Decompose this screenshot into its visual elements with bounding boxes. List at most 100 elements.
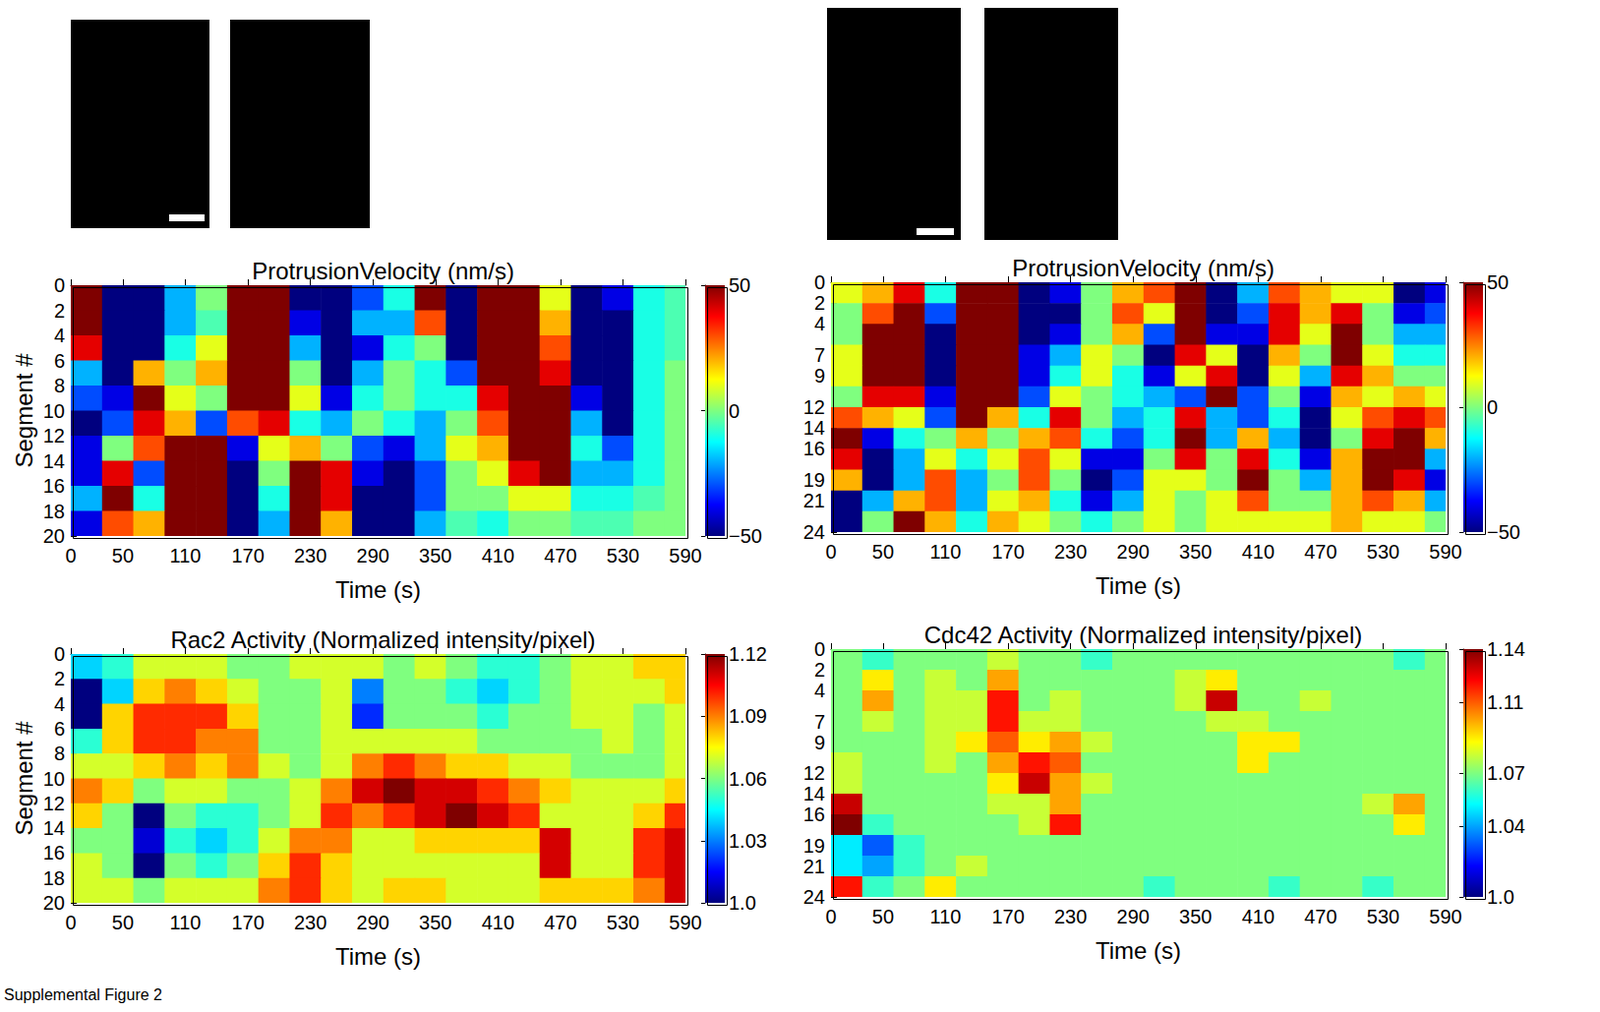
svg-text:590: 590: [668, 544, 702, 567]
svg-text:12: 12: [803, 396, 826, 418]
svg-text:14: 14: [43, 450, 65, 473]
svg-text:290: 290: [1117, 905, 1150, 928]
svg-text:21: 21: [803, 489, 826, 512]
svg-text:350: 350: [1179, 540, 1212, 563]
svg-text:Cdc42 Activity (Normalized int: Cdc42 Activity (Normalized intensity/pix…: [924, 621, 1363, 649]
svg-text:50: 50: [112, 544, 134, 567]
svg-text:ProtrusionVelocity (nm/s): ProtrusionVelocity (nm/s): [1011, 254, 1275, 282]
svg-text:170: 170: [231, 544, 264, 567]
svg-text:410: 410: [1242, 905, 1275, 928]
svg-text:19: 19: [803, 469, 826, 491]
svg-text:110: 110: [930, 905, 962, 928]
svg-text:0: 0: [64, 544, 76, 567]
svg-text:16: 16: [803, 437, 826, 460]
svg-text:Segment #: Segment #: [10, 720, 38, 836]
svg-text:0: 0: [825, 540, 836, 563]
svg-text:230: 230: [294, 544, 327, 567]
svg-text:2: 2: [54, 667, 65, 690]
svg-text:16: 16: [43, 841, 65, 864]
svg-text:290: 290: [1117, 540, 1150, 563]
svg-text:1.06: 1.06: [728, 768, 768, 790]
svg-text:1.07: 1.07: [1486, 762, 1526, 784]
svg-text:530: 530: [1366, 540, 1400, 563]
svg-text:170: 170: [231, 911, 264, 934]
svg-text:Time (s): Time (s): [1095, 937, 1182, 964]
svg-text:9: 9: [814, 731, 826, 754]
svg-text:1.0: 1.0: [1486, 886, 1515, 908]
svg-text:24: 24: [803, 886, 826, 908]
svg-text:0: 0: [54, 643, 65, 665]
svg-text:1.14: 1.14: [1486, 638, 1526, 660]
svg-text:14: 14: [803, 416, 826, 439]
svg-text:0: 0: [64, 911, 76, 934]
svg-text:1.03: 1.03: [728, 829, 768, 852]
svg-text:14: 14: [43, 817, 65, 839]
svg-text:9: 9: [814, 364, 826, 387]
svg-text:50: 50: [112, 911, 134, 934]
svg-text:470: 470: [1303, 540, 1337, 563]
svg-text:Time (s): Time (s): [1095, 572, 1182, 599]
svg-text:470: 470: [1303, 905, 1337, 928]
svg-text:590: 590: [668, 911, 702, 934]
svg-text:0: 0: [814, 638, 826, 660]
svg-text:110: 110: [170, 911, 202, 934]
svg-text:1.09: 1.09: [728, 705, 768, 727]
svg-text:530: 530: [1366, 905, 1400, 928]
svg-text:170: 170: [991, 905, 1024, 928]
svg-text:470: 470: [543, 544, 577, 567]
svg-text:530: 530: [606, 911, 640, 934]
svg-text:530: 530: [606, 544, 640, 567]
svg-text:50: 50: [728, 274, 751, 297]
svg-text:230: 230: [294, 911, 327, 934]
svg-text:350: 350: [418, 911, 452, 934]
svg-text:2: 2: [814, 658, 826, 681]
svg-text:290: 290: [356, 911, 390, 934]
svg-text:0: 0: [1486, 396, 1498, 418]
svg-text:−50: −50: [1486, 521, 1521, 543]
svg-text:ProtrusionVelocity (nm/s): ProtrusionVelocity (nm/s): [251, 257, 515, 285]
svg-text:4: 4: [54, 693, 65, 715]
svg-text:350: 350: [1179, 905, 1212, 928]
svg-text:7: 7: [814, 711, 826, 733]
svg-text:10: 10: [43, 400, 65, 422]
svg-text:410: 410: [1242, 540, 1275, 563]
svg-text:10: 10: [43, 768, 65, 790]
svg-text:50: 50: [872, 905, 894, 928]
svg-text:2: 2: [814, 292, 826, 314]
svg-text:20: 20: [43, 891, 65, 914]
svg-text:1.12: 1.12: [728, 643, 768, 665]
svg-text:1.04: 1.04: [1486, 815, 1526, 837]
svg-text:2: 2: [54, 299, 65, 322]
svg-text:110: 110: [170, 544, 202, 567]
svg-text:8: 8: [54, 374, 65, 397]
svg-text:1.0: 1.0: [728, 891, 757, 914]
svg-text:590: 590: [1428, 540, 1462, 563]
svg-text:110: 110: [930, 540, 962, 563]
svg-text:230: 230: [1054, 905, 1087, 928]
svg-text:Supplemental Figure 2: Supplemental Figure 2: [3, 986, 163, 1004]
svg-text:16: 16: [803, 803, 826, 826]
svg-text:4: 4: [814, 312, 826, 335]
svg-text:Rac2 Activity (Normalized inte: Rac2 Activity (Normalized intensity/pixe…: [170, 626, 595, 653]
svg-text:50: 50: [872, 540, 894, 563]
svg-text:0: 0: [728, 400, 740, 422]
svg-text:410: 410: [481, 544, 515, 567]
svg-text:12: 12: [43, 792, 65, 815]
svg-text:1.11: 1.11: [1486, 691, 1524, 713]
svg-text:20: 20: [43, 525, 65, 547]
svg-text:7: 7: [814, 344, 826, 366]
svg-text:8: 8: [54, 742, 65, 765]
svg-text:19: 19: [803, 834, 826, 857]
svg-text:24: 24: [803, 521, 826, 543]
svg-text:18: 18: [43, 867, 65, 889]
svg-text:12: 12: [803, 762, 826, 784]
svg-text:50: 50: [1486, 271, 1509, 294]
svg-text:12: 12: [43, 424, 65, 447]
svg-text:4: 4: [814, 679, 826, 702]
svg-text:230: 230: [1054, 540, 1087, 563]
svg-text:410: 410: [481, 911, 515, 934]
svg-text:0: 0: [54, 274, 65, 297]
svg-text:14: 14: [803, 782, 826, 805]
svg-text:6: 6: [54, 350, 65, 372]
svg-text:−50: −50: [728, 525, 763, 547]
